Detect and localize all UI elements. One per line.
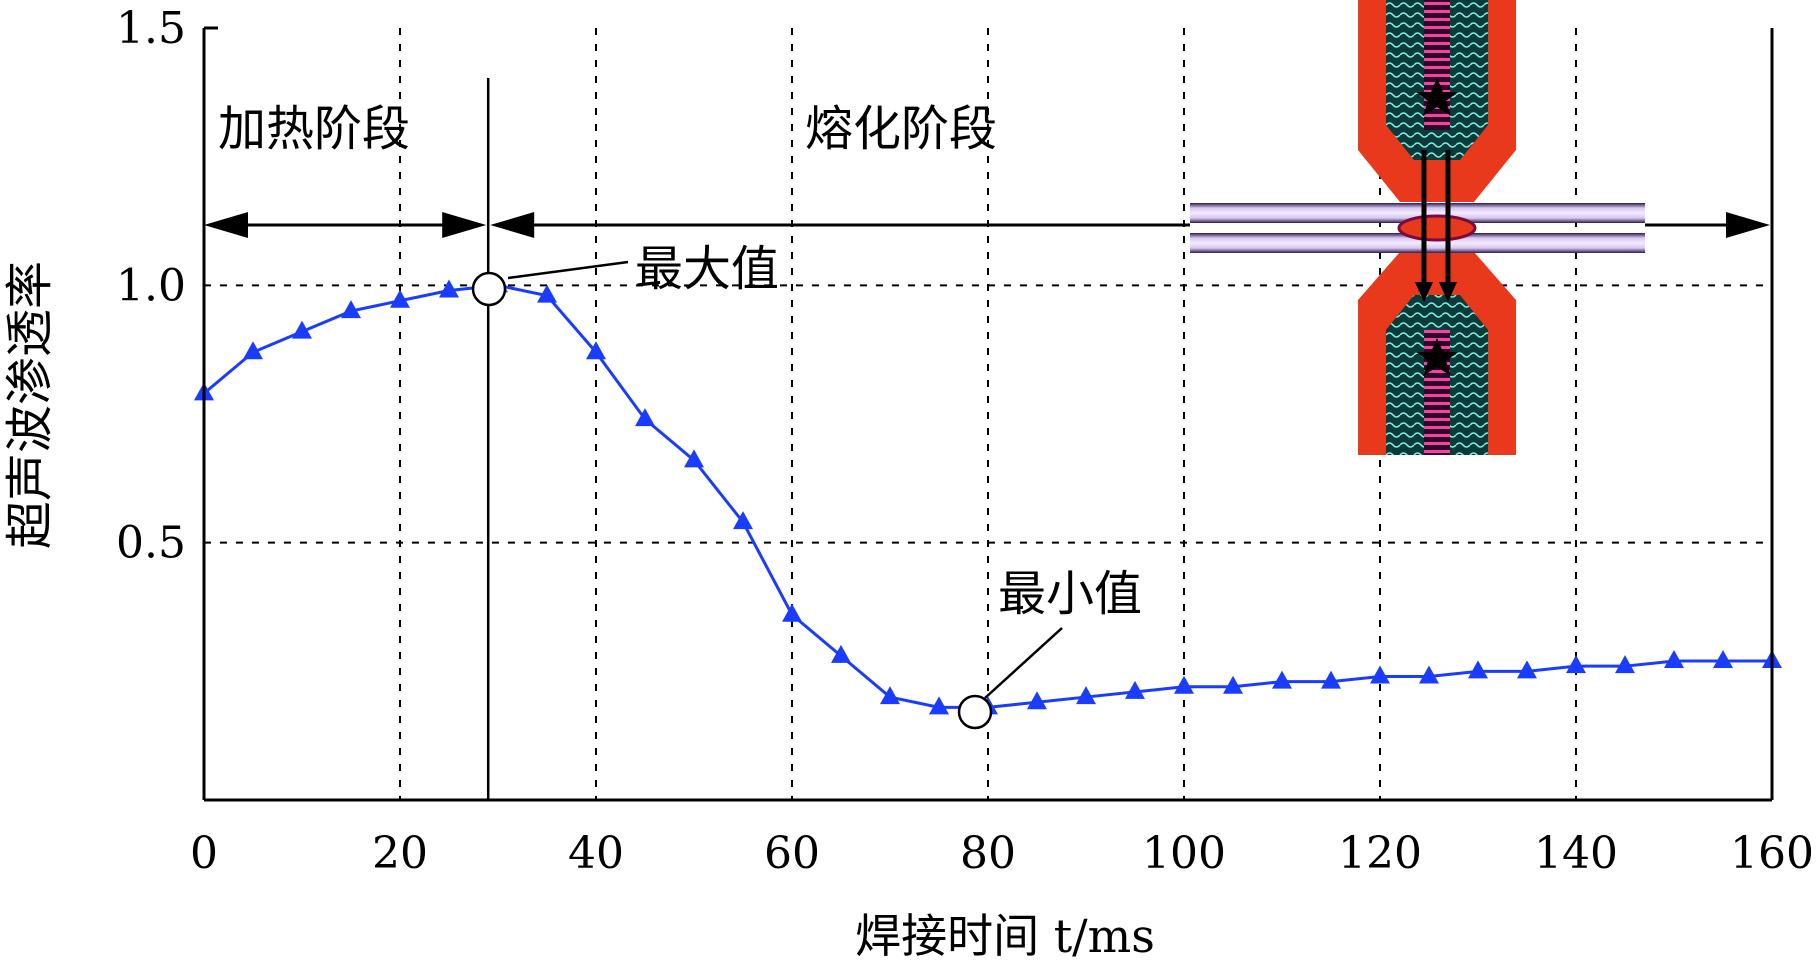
data-point — [537, 284, 557, 303]
x-tick-label: 60 — [764, 828, 820, 879]
data-point — [390, 289, 410, 308]
y-tick-label: 0.5 — [116, 518, 186, 569]
data-point — [1468, 660, 1488, 679]
y-tick-label: 1.5 — [116, 3, 186, 54]
min-marker — [957, 694, 993, 730]
data-point — [1615, 655, 1635, 674]
weld-nugget — [1397, 214, 1477, 242]
min-label: 最小值 — [998, 566, 1142, 622]
data-point — [1223, 675, 1243, 694]
lower-sheet — [1190, 233, 1645, 253]
data-point — [831, 644, 851, 663]
phase-label-heating: 加热阶段 — [218, 101, 410, 157]
data-point — [635, 408, 655, 427]
data-point — [1125, 680, 1145, 699]
x-tick-label: 80 — [960, 828, 1016, 879]
data-point — [1076, 686, 1096, 705]
x-tick-label: 100 — [1142, 828, 1226, 879]
phase-label-melting: 熔化阶段 — [805, 101, 997, 157]
data-point — [1419, 665, 1439, 684]
x-tick-label: 160 — [1730, 828, 1814, 879]
min-annotation-line — [984, 627, 1063, 699]
star-icon — [1416, 78, 1458, 116]
x-axis-title: 焊接时间 t/ms — [855, 909, 1155, 963]
max-marker — [471, 271, 507, 307]
data-point — [929, 696, 949, 715]
data-point — [1517, 660, 1537, 679]
x-tick-label: 0 — [190, 828, 218, 879]
x-tick-label: 140 — [1534, 828, 1618, 879]
melting-arrow-head-left — [490, 212, 535, 238]
axes — [202, 26, 1774, 802]
upper-sheet — [1190, 203, 1645, 223]
data-point — [684, 449, 704, 468]
x-tick-label: 120 — [1338, 828, 1422, 879]
data-point — [1566, 655, 1586, 674]
current-arrow-head-right — [1439, 282, 1457, 302]
data-point — [782, 603, 802, 622]
annotations: 最大值 最小值 — [471, 241, 1142, 730]
data-point — [1370, 665, 1390, 684]
max-annotation-line — [507, 260, 629, 280]
data-point — [880, 686, 900, 705]
data-point — [1321, 670, 1341, 689]
heating-arrow-head-left — [204, 212, 248, 238]
data-point — [586, 341, 606, 360]
y-tick-label: 1.0 — [116, 260, 186, 311]
data-point — [439, 279, 459, 298]
melting-arrow-head-right — [1726, 212, 1770, 238]
data-point — [1713, 650, 1733, 669]
max-label: 最大值 — [635, 241, 779, 297]
data-point — [1174, 675, 1194, 694]
phase-arrows — [204, 78, 1770, 800]
x-tick-labels: 0 20 40 60 80 100 120 140 160 — [190, 828, 1814, 879]
inset-weld-diagram — [1190, 0, 1645, 455]
data-point — [292, 320, 312, 339]
y-tick-labels: 0.5 1.0 1.5 — [116, 3, 186, 569]
data-point — [341, 300, 361, 319]
star-icon — [1416, 338, 1458, 376]
data-point — [243, 341, 263, 360]
heating-arrow-head-right — [442, 212, 487, 238]
x-tick-label: 20 — [372, 828, 428, 879]
data-point — [733, 511, 753, 530]
current-arrow-head-left — [1415, 282, 1433, 302]
data-point — [1664, 650, 1684, 669]
data-point — [1272, 670, 1292, 689]
y-axis-title: 超声波渗透率 — [2, 261, 58, 549]
x-tick-label: 40 — [568, 828, 624, 879]
data-point — [1027, 691, 1047, 710]
